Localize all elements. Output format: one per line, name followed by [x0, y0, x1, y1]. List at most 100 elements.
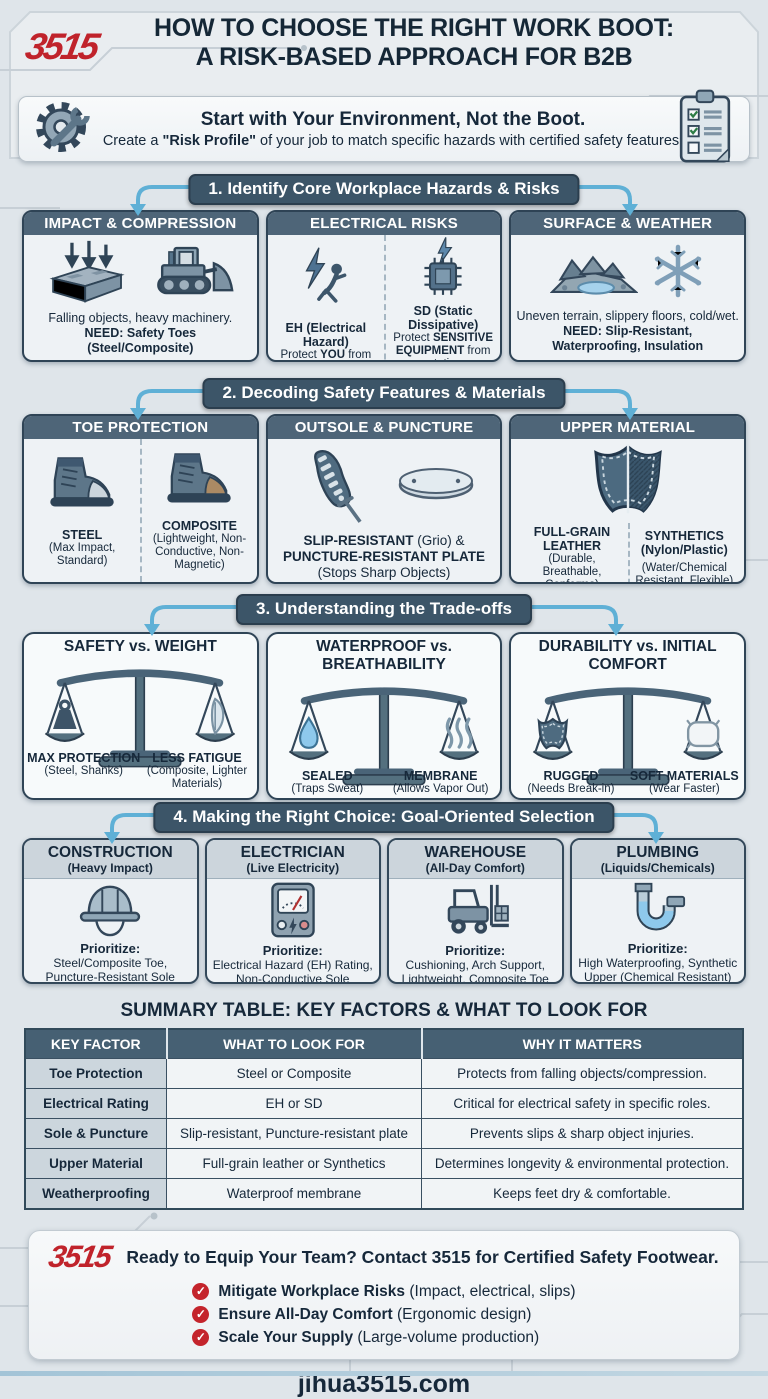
hazard-card-impact: IMPACT & COMPRESSION — [22, 210, 259, 362]
cell-look: Slip-resistant, Puncture-resistant plate — [166, 1118, 422, 1149]
steel-toe-boot-icon — [43, 453, 121, 516]
right-pan-label: SOFT MATERIALS (Wear Faster) — [629, 769, 739, 795]
card-subtitle: (Live Electricity) — [246, 861, 340, 875]
leather-label: FULL-GRAIN LEATHER — [533, 525, 611, 553]
synthetic-column: SYNTHETICS (Nylon/Plastic) (Water/Chemica… — [627, 523, 739, 584]
goal-card-plumbing: PLUMBING (Liquids/Chemicals) Prioritize:… — [569, 838, 746, 984]
check-circle-icon: ✓ — [192, 1306, 210, 1323]
col-why-it-matters: WHY IT MATTERS — [420, 1028, 744, 1059]
hazard-card-electrical: ELECTRICAL RISKS EH (Electrical Hazard) … — [265, 210, 503, 362]
boot-sole-nail-icon — [292, 442, 384, 533]
electrical-hazard-icon — [298, 246, 354, 313]
left-pan-label: RUGGED (Needs Break-in) — [527, 769, 615, 795]
composite-column: COMPOSITE (Lightweight, Non-Conductive, … — [140, 439, 256, 582]
cell-why: Protects from falling objects/compressio… — [421, 1058, 744, 1089]
leather-sub: (Durable, Breathable, Conforms) — [542, 553, 602, 582]
prioritize-detail: Steel/Composite Toe, Puncture-Resistant … — [45, 956, 175, 984]
card-title: OUTSOLE & PUNCTURE — [267, 416, 501, 439]
cell-why: Determines longevity & environmental pro… — [421, 1148, 744, 1179]
table-row: Sole & Puncture Slip-resistant, Puncture-… — [24, 1118, 744, 1149]
pipe-icon — [626, 881, 690, 942]
check-circle-icon: ✓ — [192, 1283, 210, 1300]
composite-sub: (Lightweight, Non-Conductive, Non-Magnet… — [152, 533, 247, 572]
section-1-banner: 1. Identify Core Workplace Hazards & Ris… — [188, 174, 580, 205]
connector-arrows — [104, 813, 664, 844]
summary-table-title: SUMMARY TABLE: KEY FACTORS & WHAT TO LOO… — [120, 1000, 648, 1021]
cta-bullet-risks: ✓ Mitigate Workplace Risks (Impact, elec… — [192, 1280, 576, 1303]
card-title: SURFACE & WEATHER — [511, 212, 744, 235]
prioritize-label: Prioritize: — [445, 943, 506, 958]
card-subtitle: (Liquids/Chemicals) — [600, 861, 715, 875]
steel-label: STEEL — [62, 528, 103, 542]
cell-key: Sole & Puncture — [24, 1118, 167, 1149]
feature-card-outsole: OUTSOLE & PUNCTURE — [265, 414, 503, 584]
section-4-header: 4. Making the Right Choice: Goal-Oriente… — [0, 802, 768, 844]
left-pan-label: SEALED (Traps Sweat) — [291, 769, 364, 795]
cell-key: Toe Protection — [24, 1058, 167, 1089]
card-subtitle: (Heavy Impact) — [67, 861, 153, 875]
falling-object-icon — [45, 239, 131, 310]
hazard-card-surface: SURFACE & WEATHER — [509, 210, 746, 362]
bulldozer-icon — [143, 240, 235, 309]
cell-look: Waterproof membrane — [166, 1178, 422, 1210]
summary-table: KEY FACTOR WHAT TO LOOK FOR WHY IT MATTE… — [24, 1028, 744, 1210]
card-title: PLUMBING — [616, 844, 700, 861]
card-title: WATERPROOF vs. BREATHABILITY — [316, 638, 452, 673]
prioritize-detail: High Waterproofing, Synthetic Upper (Che… — [578, 956, 738, 984]
goal-card-construction: CONSTRUCTION (Heavy Impact) Prioritize: … — [22, 838, 199, 984]
bottom-accent-bar — [0, 1371, 768, 1376]
section-3-header: 3. Understanding the Trade-offs — [0, 594, 768, 636]
tradeoff-card-durability-comfort: DURABILITY vs. INITIAL COMFORT RUGGED (Ne… — [509, 632, 746, 800]
multimeter-icon — [266, 881, 320, 944]
goal-cards: CONSTRUCTION (Heavy Impact) Prioritize: … — [22, 838, 746, 984]
left-pan-label: MAX PROTECTION (Steel, Shanks) — [27, 751, 141, 777]
card-caption: SLIP-RESISTANT (Grio) & PUNCTURE-RESISTA… — [282, 533, 485, 580]
section-4-banner: 4. Making the Right Choice: Goal-Oriente… — [153, 802, 615, 833]
forklift-icon — [440, 881, 510, 944]
table-row: Upper Material Full-grain leather or Synt… — [24, 1148, 744, 1179]
page-header: 3515 HOW TO CHOOSE THE RIGHT WORK BOOT: … — [0, 0, 768, 88]
composite-toe-boot-icon — [160, 449, 238, 512]
card-title: ELECTRICIAN — [240, 844, 345, 861]
card-title: ELECTRICAL RISKS — [267, 212, 501, 235]
card-title: DURABILITY vs. INITIAL COMFORT — [538, 638, 717, 673]
card-title: SAFETY vs. WEIGHT — [63, 638, 217, 655]
hard-hat-icon — [79, 881, 141, 942]
col-what-to-look-for: WHAT TO LOOK FOR — [165, 1028, 422, 1059]
synthetic-sub: (Water/Chemical Resistant, Flexible) — [635, 561, 734, 584]
eh-title: EH (Electrical Hazard) — [285, 321, 367, 350]
prioritize-label: Prioritize: — [80, 941, 141, 956]
card-title: WAREHOUSE — [424, 844, 527, 861]
hazard-cards: IMPACT & COMPRESSION — [22, 210, 746, 362]
section-1-header: 1. Identify Core Workplace Hazards & Ris… — [0, 174, 768, 216]
sd-column: SD (Static Dissipative) Protect SENSITIV… — [383, 235, 500, 360]
feature-card-upper: UPPER MATERIAL — [509, 414, 746, 584]
steel-column: STEEL (Max Impact, Standard) — [24, 439, 140, 582]
card-title: TOE PROTECTION — [24, 416, 257, 439]
table-row: Toe Protection Steel or Composite Protects… — [24, 1058, 744, 1089]
page-title-line1: HOW TO CHOOSE THE RIGHT WORK BOOT: — [154, 14, 674, 42]
cell-why: Critical for electrical safety in specif… — [421, 1088, 744, 1119]
leather-column: FULL-GRAIN LEATHER (Durable, Breathable,… — [516, 523, 627, 582]
tradeoff-cards: SAFETY vs. WEIGHT MAX PROTECTION (Steel, … — [22, 632, 746, 800]
tradeoff-card-safety-weight: SAFETY vs. WEIGHT MAX PROTECTION (Steel, … — [22, 632, 259, 800]
table-row: Electrical Rating EH or SD Critical for el… — [24, 1088, 744, 1119]
clipboard-icon — [677, 88, 733, 171]
brand-logo-footer: 3515 — [46, 1239, 114, 1274]
cell-key: Upper Material — [24, 1148, 167, 1179]
page-title-line2: A RISK-BASED APPROACH FOR B2B — [195, 43, 633, 71]
cell-why: Prevents slips & sharp object injuries. — [421, 1118, 744, 1149]
steel-sub: (Max Impact, Standard) — [48, 542, 116, 567]
balance-scale-leather-pillow-icon — [530, 674, 726, 795]
card-title: UPPER MATERIAL — [511, 416, 744, 439]
goal-card-electrician: ELECTRICIAN (Live Electricity) Prioritiz… — [204, 838, 381, 984]
right-pan-label: MEMBRANE (Allows Vapor Out) — [392, 769, 489, 795]
static-chip-icon — [417, 237, 469, 304]
tradeoff-card-waterproof-breathability: WATERPROOF vs. BREATHABILITY SEALED (Trap… — [265, 632, 503, 800]
prioritize-label: Prioritize: — [627, 941, 688, 956]
intro-banner: Start with Your Environment, Not the Boo… — [18, 89, 750, 163]
composite-label: COMPOSITE — [161, 519, 237, 534]
sd-title: SD (Static Dissipative) — [408, 304, 479, 332]
cta-banner: 3515 Ready to Equip Your Team? Contact 3… — [28, 1230, 740, 1360]
cta-bullet-supply: ✓ Scale Your Supply (Large-volume produc… — [192, 1326, 575, 1349]
